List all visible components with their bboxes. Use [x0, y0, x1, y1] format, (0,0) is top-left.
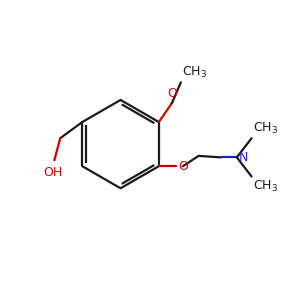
Text: CH$_3$: CH$_3$: [253, 121, 278, 136]
Text: OH: OH: [43, 166, 62, 178]
Text: N: N: [238, 151, 248, 164]
Text: CH$_3$: CH$_3$: [182, 65, 208, 80]
Text: CH$_3$: CH$_3$: [253, 179, 278, 194]
Text: O: O: [167, 87, 177, 100]
Text: O: O: [178, 160, 188, 173]
